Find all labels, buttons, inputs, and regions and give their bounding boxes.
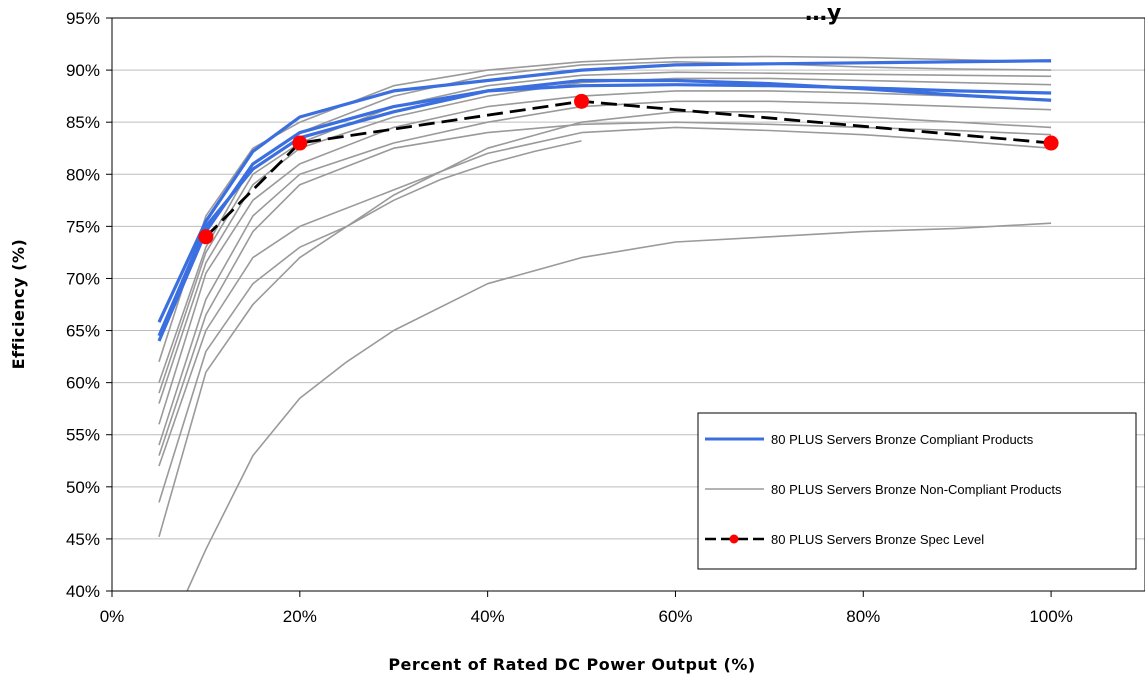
legend-label-spec: 80 PLUS Servers Bronze Spec Level xyxy=(771,532,984,547)
non-compliant-product-line xyxy=(158,140,582,503)
y-tick-label: 75% xyxy=(66,217,100,236)
legend-label-compliant: 80 PLUS Servers Bronze Compliant Product… xyxy=(771,432,1034,447)
y-axis-ticks: 40% 45% 50% 55% 60% 65% 70% 75% 80% 85% 90% 95% xyxy=(66,9,112,601)
gridlines xyxy=(112,69,1145,540)
non-compliant-product-line xyxy=(158,90,1052,425)
y-tick-label: 85% xyxy=(66,113,100,132)
non-compliant-product-line xyxy=(186,222,1052,592)
y-tick-label: 70% xyxy=(66,269,100,288)
legend-swatch-spec-marker xyxy=(729,534,739,544)
non-compliant-product-line xyxy=(158,55,1052,363)
x-tick-label: 0% xyxy=(100,607,125,626)
plot-area-frame xyxy=(111,17,1145,592)
non-compliant-product-line xyxy=(158,61,1052,383)
y-tick-label: 90% xyxy=(66,61,100,80)
legend-box xyxy=(697,412,1137,570)
x-tick-label: 80% xyxy=(846,607,880,626)
y-axis-title: Efficiency (%) xyxy=(9,239,28,370)
spec-level-point xyxy=(574,93,590,109)
x-tick-label: 100% xyxy=(1029,607,1072,626)
y-tick-label: 80% xyxy=(66,165,100,184)
y-tick-label: 55% xyxy=(66,426,100,445)
chart-title: …y xyxy=(805,1,841,26)
y-tick-label: 65% xyxy=(66,322,100,341)
spec-level-line xyxy=(204,99,1052,238)
spec-level-series xyxy=(198,93,1059,245)
compliant-product-line xyxy=(157,78,1052,337)
x-tick-label: 60% xyxy=(658,607,692,626)
compliant-product-line xyxy=(157,59,1052,323)
spec-level-point xyxy=(198,229,214,245)
spec-level-point xyxy=(1043,135,1059,151)
x-tick-label: 20% xyxy=(283,607,317,626)
compliant-series-lines xyxy=(157,59,1052,342)
legend: 80 PLUS Servers Bronze Compliant Product… xyxy=(697,412,1137,570)
y-tick-label: 40% xyxy=(66,582,100,601)
non-compliant-product-line xyxy=(158,111,1052,538)
spec-level-point xyxy=(292,135,308,151)
y-tick-label: 45% xyxy=(66,530,100,549)
y-tick-label: 50% xyxy=(66,478,100,497)
x-axis-ticks: 0% 20% 40% 60% 80% 100% xyxy=(100,591,1073,626)
y-tick-label: 60% xyxy=(66,374,100,393)
non-compliant-product-line xyxy=(158,71,1052,394)
non-compliant-product-line xyxy=(158,77,1052,404)
non-compliant-product-line xyxy=(158,100,1052,446)
non-compliant-product-line xyxy=(158,126,1052,467)
x-axis-title: Percent of Rated DC Power Output (%) xyxy=(388,655,755,674)
legend-label-non-compliant: 80 PLUS Servers Bronze Non-Compliant Pro… xyxy=(771,482,1062,497)
y-tick-label: 95% xyxy=(66,9,100,28)
x-tick-label: 40% xyxy=(471,607,505,626)
